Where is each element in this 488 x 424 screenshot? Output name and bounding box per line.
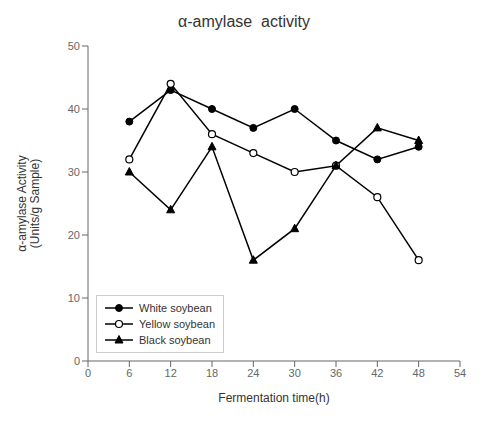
svg-text:42: 42 [371,367,383,379]
svg-text:48: 48 [413,367,425,379]
svg-text:24: 24 [247,367,259,379]
svg-text:0: 0 [85,367,91,379]
svg-text:50: 50 [68,40,80,52]
html-text:α-amylase activity: α-amylase activity [178,13,310,30]
svg-text:0: 0 [74,355,80,367]
svg-text:54: 54 [454,367,466,379]
svg-text:30: 30 [289,367,301,379]
html-text:White soybean: White soybean [139,302,212,314]
svg-text:Fermentation time(h): Fermentation time(h) [218,391,329,405]
html-text:Black soybean: Black soybean [139,334,211,346]
svg-text:20: 20 [68,229,80,241]
svg-text:10: 10 [68,292,80,304]
svg-text:18: 18 [206,367,218,379]
html-text:Yellow soybean: Yellow soybean [139,318,215,330]
svg-text:30: 30 [68,166,80,178]
svg-text:12: 12 [165,367,177,379]
svg-text:36: 36 [330,367,342,379]
svg-text:6: 6 [126,367,132,379]
svg-text:α-amylase Activity(Units/g Sam: α-amylase Activity(Units/g Sample) [15,155,42,251]
svg-text:40: 40 [68,103,80,115]
